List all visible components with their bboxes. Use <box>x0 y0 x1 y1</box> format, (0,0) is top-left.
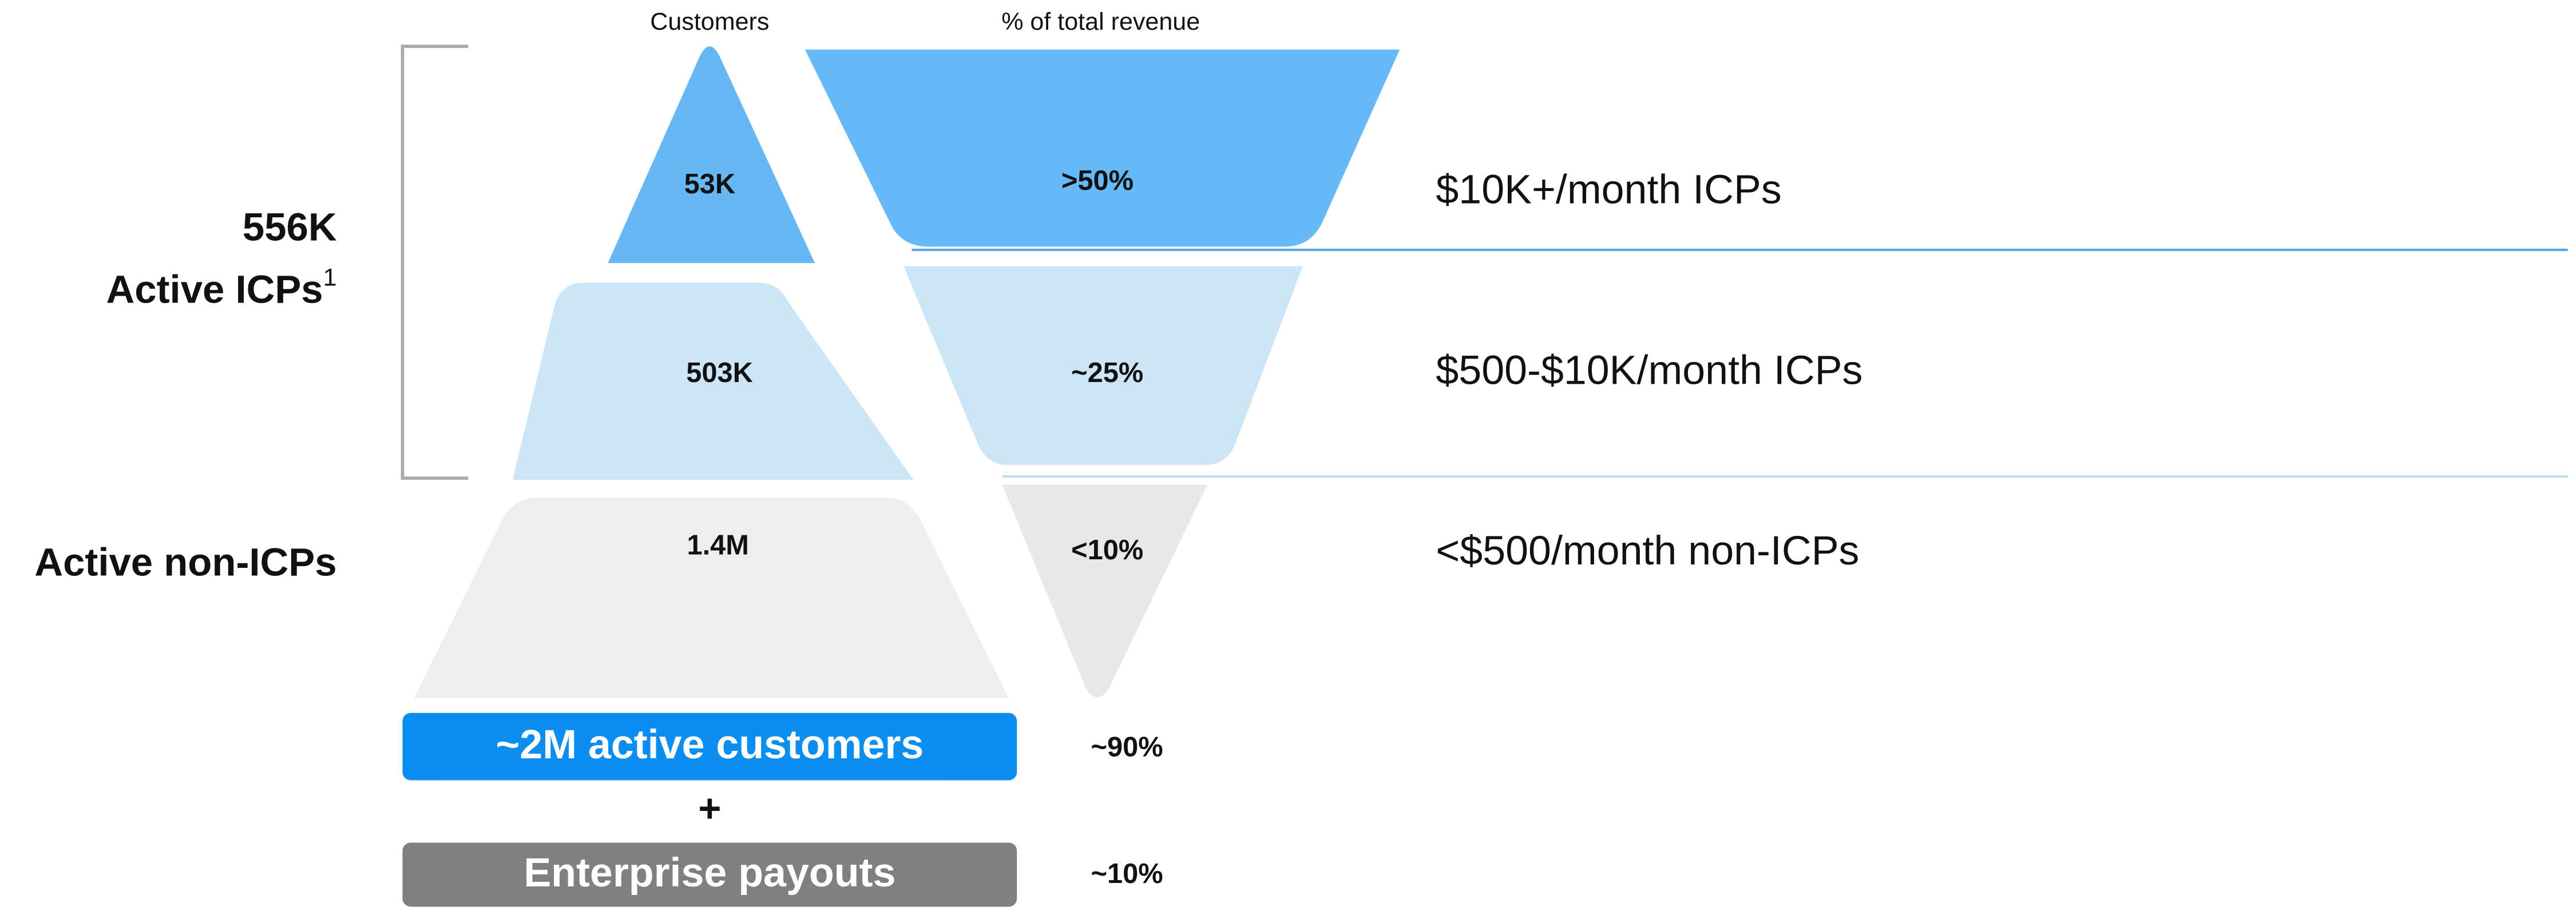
plus-sign: + <box>698 786 721 830</box>
tier-revenue: <10% <box>1071 535 1143 566</box>
customer-tier-1 <box>608 46 815 263</box>
icp-label: Active ICPs1 <box>106 264 337 312</box>
tier-label: $500-$10K/month ICPs <box>1436 347 1862 393</box>
total-revenue: ~90% <box>1091 732 1163 763</box>
total-box <box>402 842 1017 907</box>
total-box <box>402 713 1017 781</box>
customer-tier-2 <box>512 283 914 480</box>
icp-bracket <box>401 45 469 480</box>
tier-revenue: ~25% <box>1071 357 1143 388</box>
total-label: ~2M active customers <box>496 722 924 767</box>
tier-customers: 503K <box>686 357 753 388</box>
tier-customers: 1.4M <box>687 530 748 561</box>
total-revenue: ~10% <box>1091 858 1163 889</box>
icp-label-text: Active ICPs <box>106 268 323 312</box>
revenue-tier-2 <box>903 266 1303 466</box>
revenue-tier-3 <box>1002 484 1208 698</box>
footnote: 1 <box>323 264 337 292</box>
total-label: Enterprise payouts <box>524 850 895 896</box>
tier-customers: 53K <box>684 169 736 200</box>
tier-label: <$500/month non-ICPs <box>1436 528 1859 574</box>
header-customers: Customers <box>650 8 769 35</box>
header-revenue: % of total revenue <box>1001 8 1200 35</box>
tier-revenue: >50% <box>1061 165 1134 196</box>
customer-tier-3 <box>414 498 1009 698</box>
icp-count: 556K <box>243 205 337 249</box>
non-icp-label: Active non-ICPs <box>34 540 336 584</box>
revenue-tier-1 <box>804 49 1400 247</box>
tier-label: $10K+/month ICPs <box>1436 166 1781 212</box>
